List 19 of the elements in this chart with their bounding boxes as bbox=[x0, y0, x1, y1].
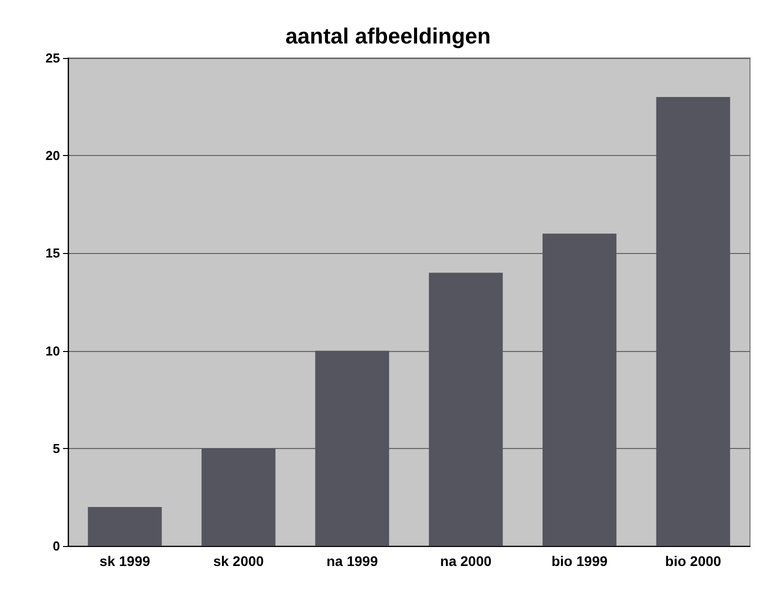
bar bbox=[88, 506, 162, 546]
bar bbox=[656, 97, 730, 546]
x-tick-label: sk 1999 bbox=[100, 553, 150, 569]
x-tick-label: na 2000 bbox=[440, 553, 492, 569]
bar bbox=[202, 448, 276, 546]
bar bbox=[428, 272, 503, 546]
x-tick-label: na 1999 bbox=[326, 553, 378, 569]
y-tick-label: 15 bbox=[46, 246, 60, 261]
x-tick-label: bio 2000 bbox=[665, 553, 722, 569]
y-tick-label: 25 bbox=[46, 50, 60, 66]
x-tick-label: bio 1999 bbox=[551, 553, 608, 569]
bar bbox=[315, 350, 390, 546]
y-tick-label: 5 bbox=[52, 440, 60, 456]
y-tick-label: 20 bbox=[46, 148, 60, 164]
chart-title: aantal afbeeldingen bbox=[285, 24, 491, 48]
y-tick-label: 10 bbox=[46, 343, 60, 358]
bar bbox=[542, 234, 616, 546]
y-tick-label: 0 bbox=[52, 538, 60, 554]
x-tick-label: sk 2000 bbox=[213, 553, 264, 569]
